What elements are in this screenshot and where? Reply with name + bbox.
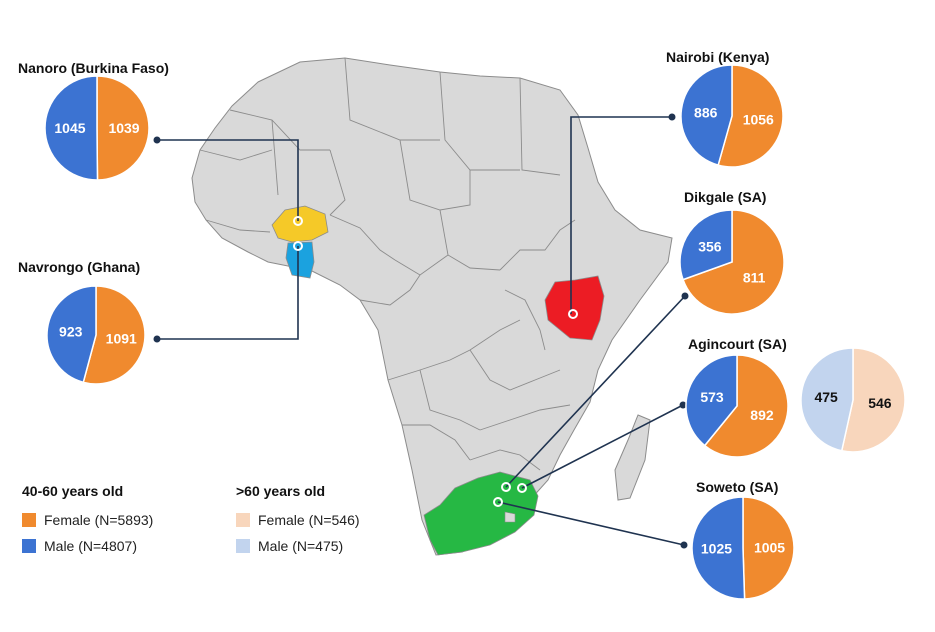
pie-slice-soweto-female	[742, 496, 795, 600]
connector-nairobi	[570, 116, 672, 314]
africa-map	[191, 57, 673, 556]
site-marker-nairobi	[568, 309, 578, 319]
pie-label-nairobi-male: 886	[694, 104, 718, 120]
legend-label-male-40-60: Male (N=4807)	[44, 538, 137, 554]
site-title-nairobi: Nairobi (Kenya)	[666, 49, 769, 65]
site-marker-nanoro	[293, 216, 303, 226]
site-title-dikgale: Dikgale (SA)	[684, 189, 766, 205]
site-title-nanoro: Nanoro (Burkina Faso)	[18, 60, 169, 76]
site-marker-dikgale	[501, 482, 511, 492]
pie-slice-nanoro-female	[96, 75, 150, 181]
pie-label-agincourt-female: 892	[750, 407, 774, 423]
kenya-region	[544, 275, 605, 341]
endpoint-nanoro	[153, 136, 161, 144]
male-40-60-swatch	[22, 539, 36, 553]
endpoint-nairobi	[668, 113, 676, 121]
pie-label-dikgale-female: 811	[743, 270, 766, 286]
pie-label-navrongo-male: 923	[59, 324, 83, 340]
legend-item-male-60-plus: Male (N=475)	[236, 538, 343, 554]
legend-title-60-plus: >60 years old	[236, 483, 326, 499]
legend-item-male-40-60: Male (N=4807)	[22, 538, 137, 554]
pie-slice-nairobi-male	[680, 64, 733, 167]
male-60-plus-swatch	[236, 539, 250, 553]
legend-item-female-60-plus: Female (N=546)	[236, 512, 360, 528]
connector-agincourt	[521, 404, 684, 489]
legend-item-female-40-60: Female (N=5893)	[22, 512, 153, 528]
pie-slice-nanoro-male	[44, 75, 99, 181]
lesotho	[504, 511, 516, 523]
site-marker-soweto	[493, 497, 503, 507]
site-markers	[293, 216, 578, 507]
pie-label-navrongo-female: 1091	[106, 330, 137, 346]
site-title-navrongo: Navrongo (Ghana)	[18, 259, 140, 275]
connector-soweto	[497, 501, 685, 546]
endpoint-soweto	[680, 541, 688, 549]
connectors	[157, 116, 686, 546]
female-60-plus-swatch	[236, 513, 250, 527]
site-marker-navrongo	[293, 241, 303, 251]
pie-slice-nairobi-female	[717, 64, 784, 168]
pie-label-nanoro-male: 1045	[54, 120, 85, 136]
connector-nanoro	[157, 139, 299, 221]
internal-borders	[199, 57, 576, 471]
pie-charts: 1039 1045 1091 923 1056 886 811 356 892 573 546 475…	[44, 64, 906, 600]
connector-endpoints	[153, 113, 689, 549]
pie-slice-agincourt-60-plus-female	[840, 347, 906, 453]
pie-slice-navrongo-female	[82, 285, 146, 385]
connector-dikgale	[505, 295, 686, 488]
pie-label-dikgale-male: 356	[698, 238, 722, 254]
pie-label-agincourt-60-plus-female: 546	[868, 395, 892, 411]
endpoint-dikgale	[681, 292, 689, 300]
legend-title-40-60: 40-60 years old	[22, 483, 124, 499]
pie-label-soweto-female: 1005	[754, 540, 785, 556]
pie-slice-agincourt-male	[685, 354, 738, 447]
pie-slice-dikgale-female	[682, 209, 785, 315]
pie-slice-dikgale-male	[679, 209, 733, 281]
pie-slice-navrongo-male	[46, 285, 97, 384]
legend-label-male-60-plus: Male (N=475)	[258, 538, 344, 554]
female-40-60-swatch	[22, 513, 36, 527]
connector-navrongo	[157, 246, 299, 340]
pie-slice-agincourt-60-plus-male	[800, 347, 854, 452]
legend-label-female-40-60: Female (N=5893)	[44, 512, 154, 528]
site-title-soweto: Soweto (SA)	[696, 479, 778, 495]
pie-label-nairobi-female: 1056	[743, 112, 774, 128]
endpoint-agincourt	[679, 401, 687, 409]
pie-label-soweto-male: 1025	[701, 540, 732, 556]
south-africa-region	[423, 471, 539, 556]
ghana-region	[285, 241, 315, 279]
endpoint-navrongo	[153, 335, 161, 343]
pie-slice-agincourt-female	[703, 354, 789, 458]
madagascar	[614, 414, 651, 501]
pie-label-nanoro-female: 1039	[108, 120, 139, 136]
site-marker-agincourt	[517, 483, 527, 493]
site-title-agincourt: Agincourt (SA)	[688, 336, 787, 352]
pie-slice-soweto-male	[691, 496, 746, 600]
pie-label-agincourt-60-plus-male: 475	[814, 389, 838, 405]
legend-label-female-60-plus: Female (N=546)	[258, 512, 360, 528]
pie-label-agincourt-male: 573	[700, 389, 724, 405]
